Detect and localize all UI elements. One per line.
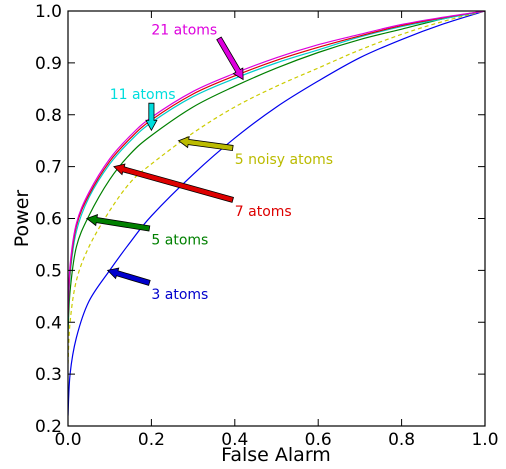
annotation-label-5-noisy-atoms: 5 noisy atoms [235, 152, 333, 168]
x-axis-label: False Alarm [221, 444, 331, 466]
y-tick-label: 0.3 [35, 365, 62, 385]
y-axis-label: Power [11, 190, 33, 248]
x-tick-label: 0.2 [138, 430, 165, 450]
x-tick-label: 1.0 [471, 430, 498, 450]
annotation-label-5-atoms: 5 atoms [151, 232, 208, 248]
x-tick-label: 0.8 [388, 430, 415, 450]
annotation-label-11-atoms: 11 atoms [110, 87, 176, 103]
y-tick-label: 0.8 [35, 106, 62, 126]
y-tick-label: 0.5 [35, 261, 62, 281]
y-tick-label: 0.6 [35, 210, 62, 230]
y-tick-label: 0.9 [35, 54, 62, 74]
y-tick-label: 0.2 [35, 417, 62, 437]
annotation-label-3-atoms: 3 atoms [151, 287, 208, 303]
y-tick-label: 0.4 [35, 313, 62, 333]
y-tick-label: 0.7 [35, 158, 62, 178]
y-tick-label: 1.0 [35, 2, 62, 22]
annotation-label-7-atoms: 7 atoms [235, 204, 292, 220]
annotation-label-21-atoms: 21 atoms [151, 22, 217, 38]
